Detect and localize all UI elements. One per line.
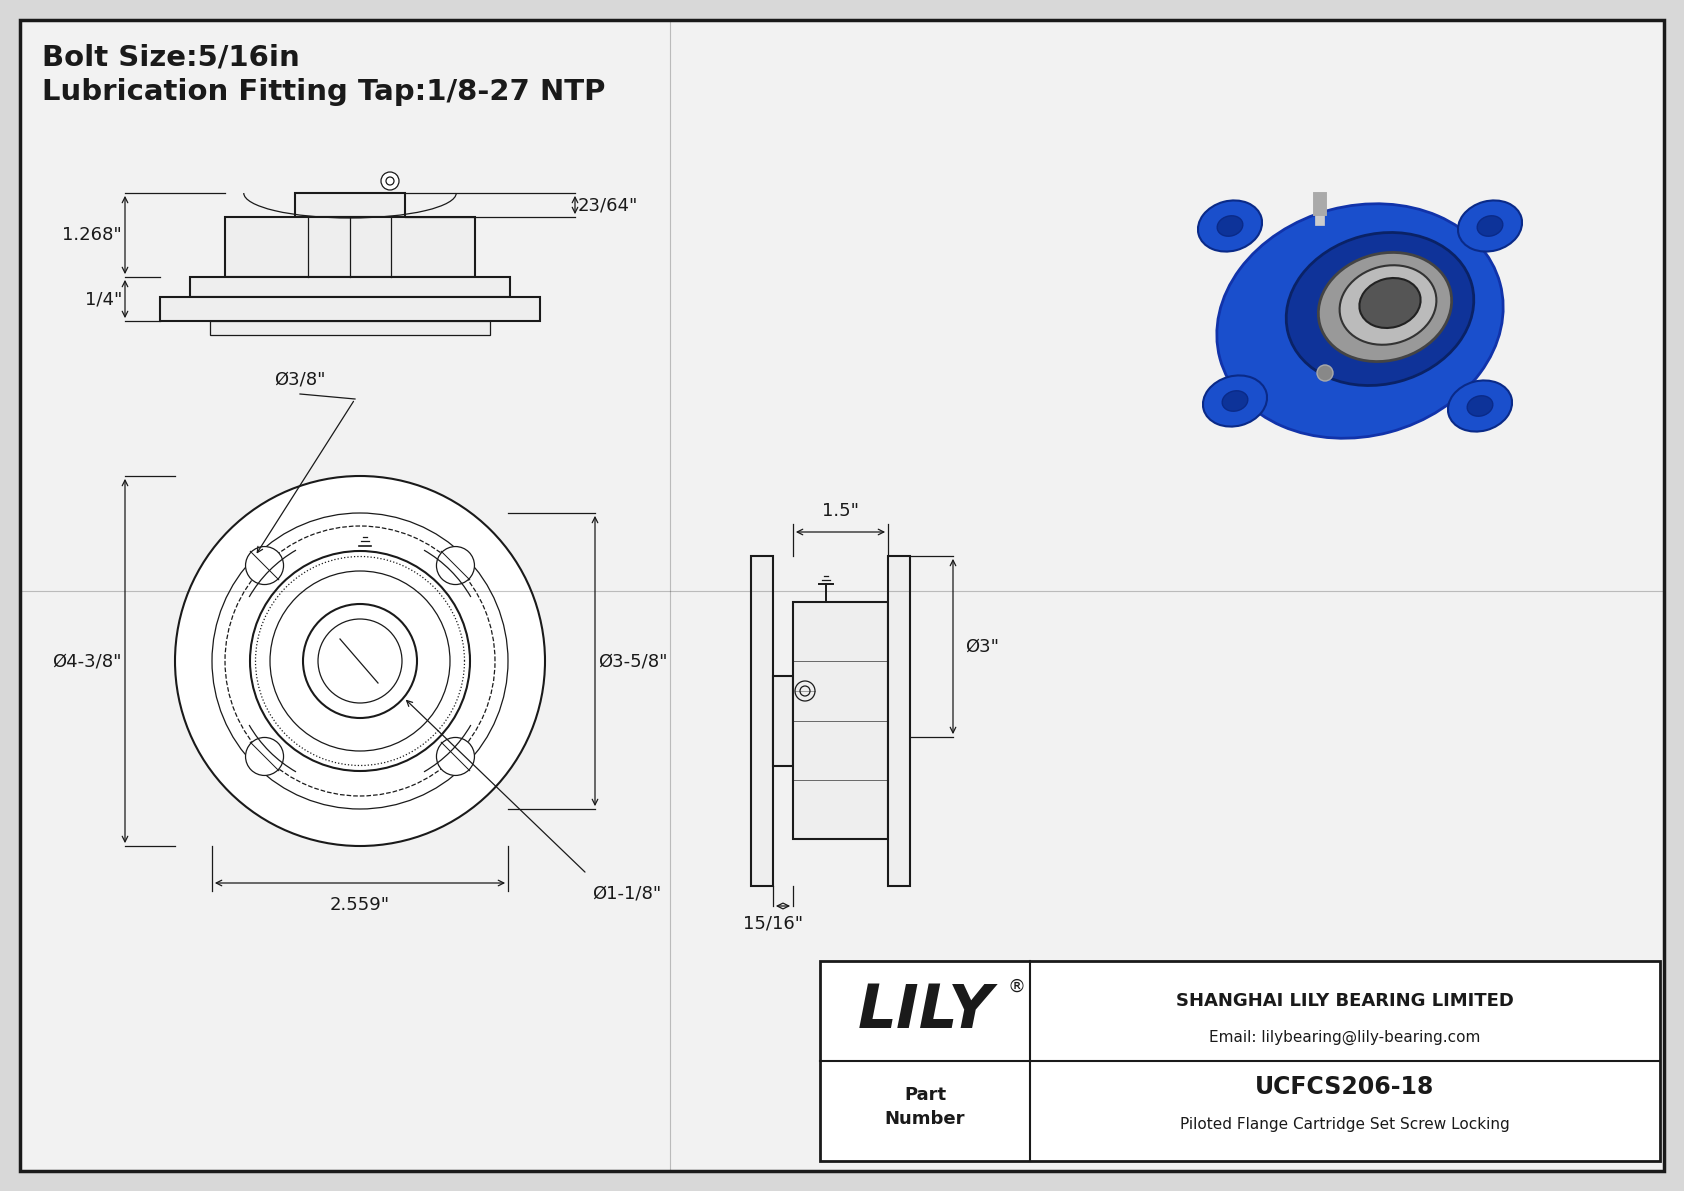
Text: Email: lilybearing@lily-bearing.com: Email: lilybearing@lily-bearing.com (1209, 1029, 1480, 1045)
Bar (295, 193, 404, 217)
Text: 1/4": 1/4" (84, 289, 121, 308)
Text: SHANGHAI LILY BEARING LIMITED: SHANGHAI LILY BEARING LIMITED (1175, 992, 1514, 1010)
Circle shape (436, 547, 475, 585)
Ellipse shape (1477, 216, 1502, 236)
Ellipse shape (1197, 200, 1261, 251)
Bar (190, 278, 510, 297)
Bar (210, 322, 490, 335)
Text: LILY: LILY (857, 981, 994, 1041)
Ellipse shape (1448, 380, 1512, 431)
Ellipse shape (1287, 232, 1474, 386)
Ellipse shape (1339, 266, 1436, 344)
Circle shape (381, 172, 399, 191)
Text: 2.559": 2.559" (330, 896, 391, 913)
Circle shape (303, 604, 418, 718)
Circle shape (249, 551, 470, 771)
Ellipse shape (1218, 204, 1504, 438)
Text: Ø3": Ø3" (965, 638, 999, 656)
Ellipse shape (1218, 216, 1243, 236)
Text: 1.5": 1.5" (822, 501, 859, 520)
Text: Piloted Flange Cartridge Set Screw Locking: Piloted Flange Cartridge Set Screw Locki… (1180, 1117, 1511, 1133)
Bar (887, 556, 909, 886)
Bar (160, 297, 541, 322)
Circle shape (246, 547, 283, 585)
Circle shape (436, 737, 475, 775)
Bar (820, 961, 1660, 1161)
Ellipse shape (1319, 252, 1452, 362)
Text: Ø4-3/8": Ø4-3/8" (52, 651, 121, 671)
Ellipse shape (1458, 200, 1522, 251)
Text: Lubrication Fitting Tap:1/8-27 NTP: Lubrication Fitting Tap:1/8-27 NTP (42, 77, 606, 106)
Bar (751, 556, 773, 886)
Bar (226, 217, 475, 278)
Ellipse shape (1359, 278, 1421, 328)
Ellipse shape (1202, 375, 1266, 426)
Circle shape (246, 737, 283, 775)
Text: UCFCS206-18: UCFCS206-18 (1255, 1075, 1435, 1099)
Text: 15/16": 15/16" (743, 913, 803, 933)
Circle shape (175, 476, 546, 846)
Bar (773, 676, 793, 766)
Bar (793, 601, 887, 838)
Text: Ø3/8": Ø3/8" (274, 372, 325, 389)
Circle shape (1317, 364, 1334, 381)
Text: 23/64": 23/64" (578, 197, 638, 214)
Text: ®: ® (1007, 978, 1026, 996)
Text: Part
Number: Part Number (884, 1085, 965, 1129)
Text: Ø3-5/8": Ø3-5/8" (598, 651, 667, 671)
Ellipse shape (1223, 391, 1248, 411)
Text: Ø1-1/8": Ø1-1/8" (593, 884, 662, 902)
Text: Bolt Size:5/16in: Bolt Size:5/16in (42, 43, 300, 71)
Text: 1.268": 1.268" (62, 226, 121, 244)
Ellipse shape (1467, 395, 1492, 416)
